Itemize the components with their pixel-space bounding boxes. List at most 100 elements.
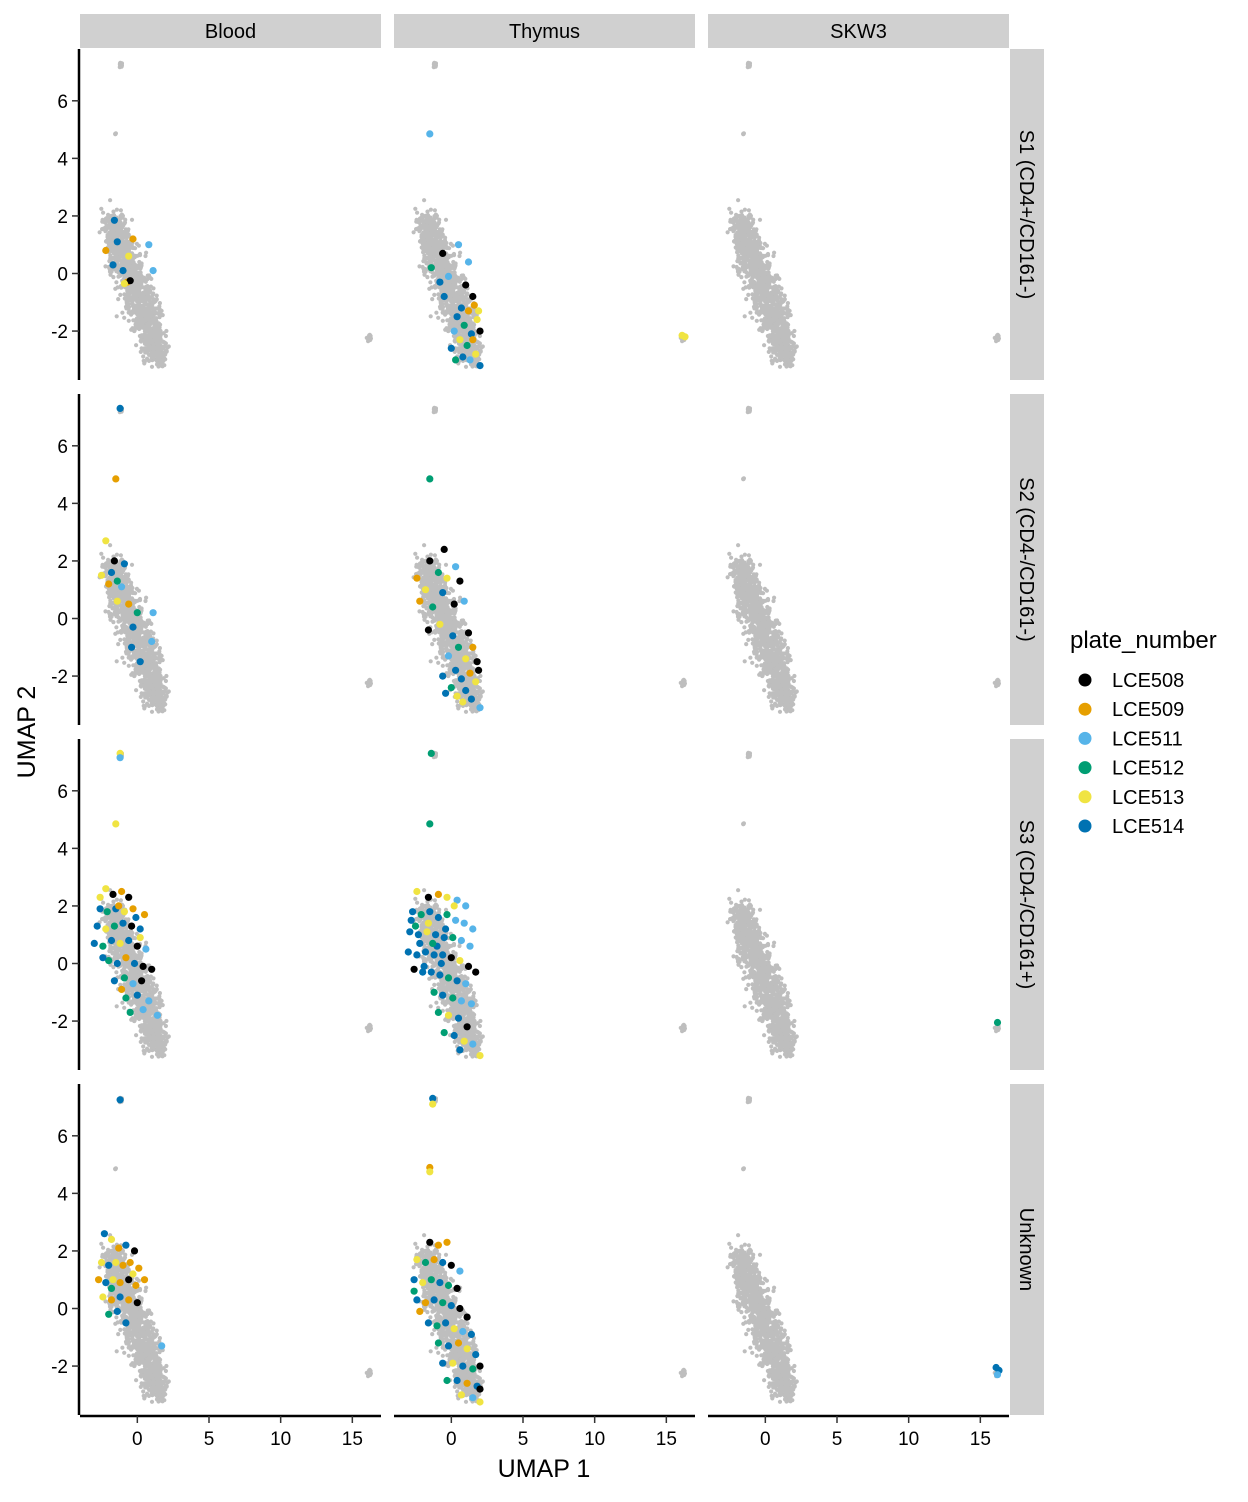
- background-point: [439, 228, 444, 233]
- background-point: [157, 301, 162, 306]
- background-point: [106, 212, 111, 217]
- background-point: [128, 298, 133, 303]
- background-point: [465, 291, 470, 296]
- background-point: [108, 272, 113, 277]
- background-point: [756, 277, 761, 282]
- background-point: [739, 251, 744, 256]
- background-point: [727, 206, 732, 211]
- background-point: [114, 256, 120, 261]
- background-point: [415, 210, 420, 215]
- background-point: [99, 551, 104, 556]
- background-point: [766, 265, 771, 270]
- background-point: [764, 300, 770, 305]
- background-point: [446, 327, 451, 332]
- background-point: [131, 265, 136, 270]
- background-point: [428, 218, 433, 223]
- background-point: [762, 292, 767, 297]
- background-point: [106, 235, 111, 240]
- background-point: [108, 198, 113, 203]
- background-point: [425, 219, 430, 224]
- background-point: [757, 217, 763, 222]
- background-point: [111, 251, 116, 256]
- background-point: [996, 336, 1002, 341]
- background-point: [136, 300, 141, 305]
- background-point: [754, 301, 759, 306]
- background-point: [759, 265, 764, 270]
- background-point: [145, 306, 150, 311]
- background-point: [149, 364, 155, 369]
- background-point: [428, 314, 433, 319]
- background-point: [114, 625, 119, 630]
- background-point: [417, 220, 422, 225]
- background-cloud: [725, 60, 1002, 369]
- background-point: [141, 290, 146, 295]
- background-point: [107, 243, 112, 248]
- background-point: [163, 341, 168, 346]
- background-point: [772, 284, 777, 289]
- background-point: [421, 250, 426, 255]
- background-point: [785, 307, 790, 312]
- background-point: [785, 301, 791, 306]
- background-point: [765, 253, 771, 258]
- background-point: [729, 210, 734, 215]
- background-point: [108, 253, 113, 258]
- background-point: [457, 253, 462, 259]
- background-point: [145, 322, 150, 327]
- background-point: [746, 292, 751, 297]
- background-point: [430, 297, 435, 302]
- background-point: [771, 336, 776, 341]
- background-point: [118, 224, 123, 229]
- background-point: [742, 207, 748, 212]
- background-point: [160, 313, 165, 318]
- background-point: [760, 327, 765, 332]
- background-point: [420, 212, 425, 217]
- background-point: [775, 328, 780, 333]
- background-point: [778, 354, 784, 359]
- background-point: [143, 318, 148, 323]
- background-point: [455, 290, 460, 295]
- background-point: [154, 335, 159, 340]
- background-point: [131, 256, 136, 261]
- background-point: [115, 285, 120, 290]
- background-point: [108, 223, 114, 228]
- background-point: [748, 310, 753, 315]
- background-point: [784, 364, 789, 369]
- background-point: [118, 208, 123, 213]
- background-point: [434, 213, 439, 218]
- background-point: [458, 284, 463, 289]
- background-point: [480, 344, 485, 349]
- background-point: [111, 244, 116, 249]
- background-point: [457, 350, 462, 355]
- background-point: [114, 280, 119, 285]
- background-point: [125, 292, 130, 297]
- background-point: [134, 304, 139, 309]
- background-point: [141, 304, 146, 309]
- background-point: [129, 562, 135, 567]
- background-point: [126, 663, 131, 668]
- background-point: [766, 338, 771, 344]
- background-point: [129, 217, 135, 222]
- background-point: [752, 235, 757, 240]
- background-point: [111, 209, 116, 214]
- background-point: [789, 331, 794, 336]
- background-point: [421, 267, 426, 272]
- background-point: [438, 235, 443, 240]
- background-point: [444, 240, 449, 246]
- background-point: [129, 285, 134, 290]
- background-point: [368, 336, 373, 341]
- background-point: [122, 660, 127, 665]
- background-point: [126, 307, 131, 312]
- background-point: [753, 228, 759, 233]
- background-point: [448, 292, 453, 297]
- background-point: [130, 290, 135, 295]
- background-point: [101, 210, 106, 215]
- background-point: [364, 335, 369, 340]
- background-point: [131, 318, 136, 323]
- background-point: [128, 269, 134, 274]
- background-point: [785, 348, 790, 353]
- background-point: [765, 259, 770, 265]
- background-point: [118, 553, 123, 558]
- background-point: [144, 250, 149, 255]
- background-point: [116, 297, 121, 302]
- background-point: [126, 263, 131, 268]
